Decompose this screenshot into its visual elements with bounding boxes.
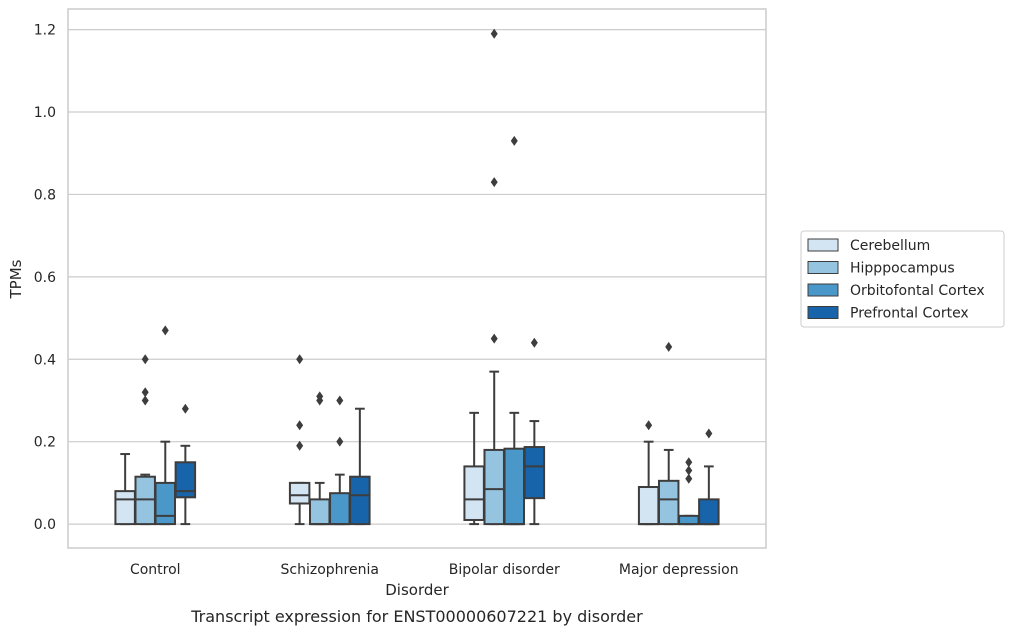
outlier-point [510, 135, 518, 146]
outlier-point [181, 403, 189, 414]
outlier-point [316, 391, 324, 402]
legend: Cerebellum Hipppocampus Orbitofontal Corte… [800, 230, 1005, 328]
outlier-point [141, 354, 149, 365]
box-prefrontal-cortex [349, 407, 371, 526]
outlier-point [336, 436, 344, 447]
box-hipppocampus [134, 354, 156, 526]
box-cerebellum [463, 411, 485, 526]
box-body [483, 448, 505, 526]
outlier-point [685, 465, 693, 476]
y-tick-labels: 0.0 0.2 0.4 0.6 0.8 1.0 1.2 [34, 23, 56, 533]
plot-area [67, 8, 767, 549]
legend-swatch [807, 306, 839, 319]
legend-label: Hipppocampus [850, 261, 955, 277]
box-body [503, 447, 526, 526]
y-tick-label: 1.2 [34, 23, 56, 39]
outlier-point [530, 337, 538, 348]
outlier-point [296, 420, 304, 431]
outlier-point [490, 177, 498, 188]
box-body [637, 486, 660, 526]
box-orbitofontal-cortex [154, 325, 177, 526]
x-tick-label: Major depression [619, 562, 739, 578]
outlier-point [336, 395, 344, 406]
outlier-point [490, 333, 498, 344]
legend-label: Cerebellum [850, 238, 930, 254]
box-orbitofontal-cortex [678, 457, 700, 526]
y-tick-label: 1.0 [34, 105, 56, 121]
outlier-point [161, 325, 169, 336]
box-body [463, 465, 485, 521]
box-prefrontal-cortex [523, 337, 546, 526]
box-body [698, 498, 720, 526]
legend-frame [800, 230, 1005, 328]
box-groups [114, 28, 720, 526]
outlier-point [645, 420, 653, 431]
outlier-point [490, 28, 498, 39]
x-axis-label: Disorder [385, 581, 449, 599]
box-cerebellum [288, 354, 311, 526]
outlier-point [141, 395, 149, 406]
box-orbitofontal-cortex [329, 395, 351, 526]
box-body [174, 461, 197, 499]
y-tick-label: 0.0 [34, 517, 56, 533]
box-body [523, 446, 546, 500]
y-tick-label: 0.6 [34, 270, 56, 286]
box-body [349, 475, 371, 526]
box-prefrontal-cortex [174, 403, 197, 526]
box-body [657, 479, 680, 526]
x-tick-label: Bipolar disorder [449, 562, 560, 578]
x-tick-label: Schizophrenia [281, 562, 379, 578]
outlier-point [685, 473, 693, 484]
box-orbitofontal-cortex [503, 135, 526, 526]
box-body [329, 492, 351, 526]
box-body [134, 475, 156, 526]
outlier-point [705, 428, 713, 439]
y-axis-label: TPMs [7, 259, 25, 299]
legend-swatch [807, 261, 839, 274]
box-body [154, 481, 177, 526]
x-tick-labels: Control Schizophrenia Bipolar disorder Majo… [130, 562, 739, 578]
x-tick-label: Control [130, 562, 181, 578]
chart-caption: Transcript expression for ENST0000060722… [190, 607, 643, 626]
legend-swatch [807, 238, 839, 252]
y-tick-label: 0.8 [34, 187, 56, 203]
box-body [678, 514, 700, 526]
legend-swatch [807, 283, 839, 297]
y-tick-label: 0.4 [34, 352, 56, 368]
outlier-point [665, 341, 673, 352]
box-body [308, 498, 331, 526]
outlier-point [141, 387, 149, 398]
y-gridlines [68, 29, 766, 525]
y-tick-label: 0.2 [34, 435, 56, 451]
box-body [114, 490, 136, 526]
legend-label: Orbitofontal Cortex [850, 283, 985, 299]
box-body [288, 481, 311, 505]
box-prefrontal-cortex [698, 428, 720, 526]
outlier-point [685, 457, 693, 468]
outlier-point [296, 354, 304, 365]
box-cerebellum [114, 453, 136, 526]
box-hipppocampus [657, 341, 680, 526]
outlier-point [296, 440, 304, 451]
legend-label: Prefrontal Cortex [850, 306, 969, 322]
